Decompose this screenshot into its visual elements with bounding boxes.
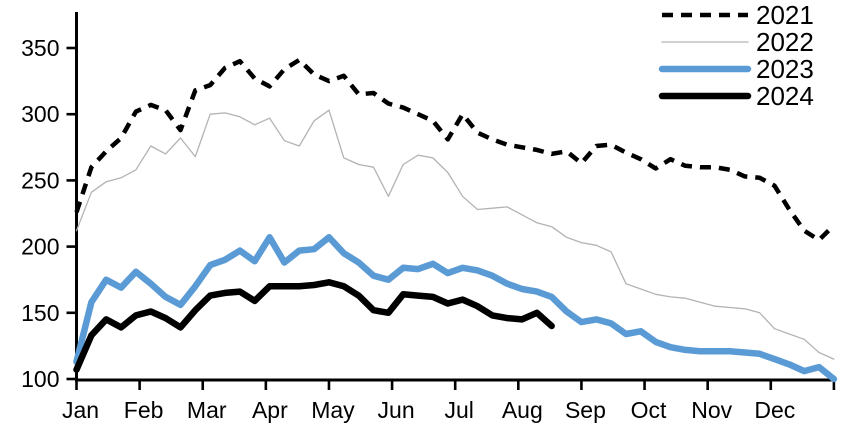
legend-2021-label: 2021 — [756, 0, 814, 30]
series-2024-line — [73, 279, 555, 373]
x-tick-label: Dec — [754, 397, 795, 423]
x-tick-label: Sep — [565, 397, 606, 423]
series-2022-line — [75, 109, 835, 360]
legend-2024-label: 2024 — [756, 81, 814, 111]
y-tick-label: 300 — [21, 101, 59, 127]
legend-2023-label: 2023 — [756, 54, 814, 84]
x-tick-label: Apr — [252, 397, 288, 423]
x-tick-label: Nov — [691, 397, 732, 423]
x-tick-label: Mar — [187, 397, 227, 423]
x-tick-label: Jun — [378, 397, 415, 423]
x-tick-label: Feb — [124, 397, 164, 423]
x-tick-label: Jul — [444, 397, 473, 423]
x-tick-label: Jan — [62, 397, 99, 423]
y-tick-label: 150 — [21, 300, 59, 326]
x-tick-label: Oct — [631, 397, 667, 423]
y-tick-label: 350 — [21, 35, 59, 61]
x-tick-label: May — [311, 397, 355, 423]
y-tick-label: 250 — [21, 167, 59, 193]
x-tick-label: Aug — [502, 397, 543, 423]
legend-2022-label: 2022 — [756, 27, 814, 57]
y-tick-label: 100 — [21, 366, 59, 392]
series-2021-line — [74, 57, 836, 243]
series-2023-line — [73, 234, 838, 383]
y-tick-label: 200 — [21, 234, 59, 260]
